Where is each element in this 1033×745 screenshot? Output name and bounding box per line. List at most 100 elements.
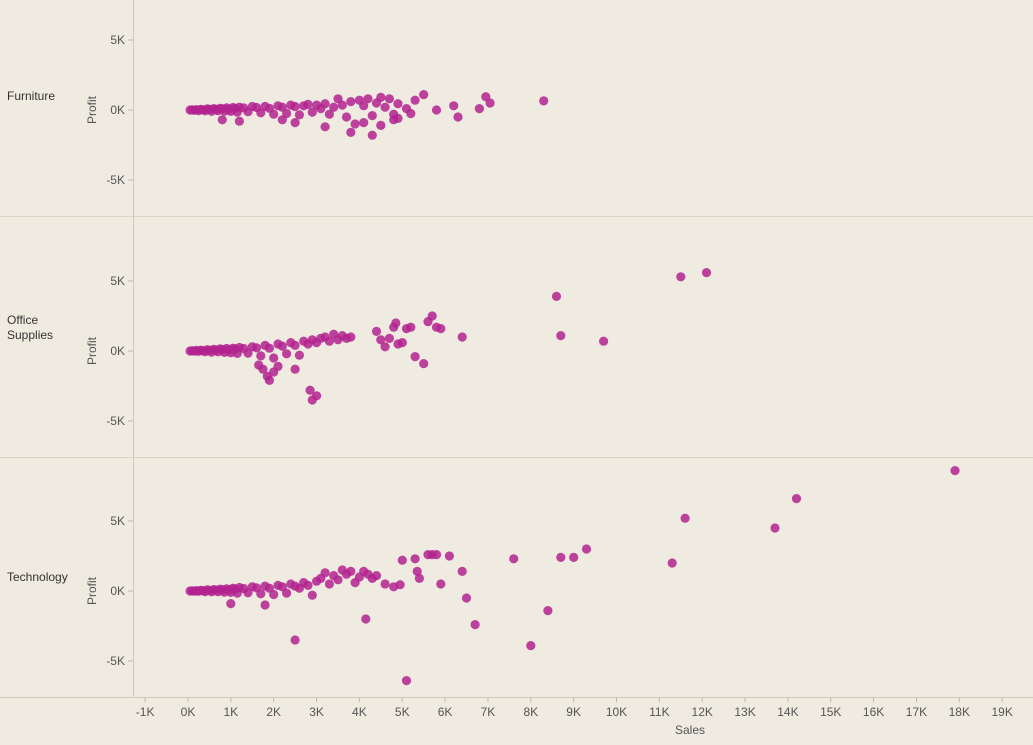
data-point — [324, 109, 334, 119]
data-point — [337, 100, 347, 110]
data-point — [384, 94, 394, 104]
data-point — [449, 101, 459, 111]
data-point — [419, 90, 429, 100]
data-point — [395, 580, 405, 590]
data-point — [277, 341, 287, 351]
data-point — [551, 291, 562, 301]
data-point — [770, 523, 780, 533]
data-point — [380, 342, 390, 352]
data-point — [581, 544, 592, 554]
y-tick-label: -5K — [106, 414, 125, 428]
x-tick-label: 5K — [395, 705, 410, 719]
data-point — [376, 120, 386, 130]
x-tick-label: 17K — [906, 705, 927, 719]
data-point — [509, 554, 519, 564]
data-point — [273, 361, 283, 371]
data-point — [350, 119, 360, 129]
data-point — [256, 589, 266, 599]
y-tick-label: -5K — [106, 173, 125, 187]
x-tick-label: 19K — [991, 705, 1012, 719]
y-tick-label: 5K — [110, 514, 125, 528]
data-point — [234, 116, 244, 126]
y-tick-label: 0K — [110, 103, 125, 117]
data-point — [950, 466, 960, 476]
data-point — [269, 353, 279, 363]
data-point — [470, 620, 480, 630]
data-point — [393, 113, 403, 123]
data-point — [282, 349, 292, 359]
data-point — [269, 109, 279, 119]
data-point — [391, 318, 401, 328]
data-point — [556, 552, 566, 563]
x-axis-title: Sales — [675, 723, 705, 737]
data-point — [290, 635, 300, 645]
data-point — [346, 332, 356, 342]
x-tick-label: 18K — [949, 705, 970, 719]
series-points — [185, 268, 712, 405]
data-point — [333, 575, 343, 585]
x-tick-label: 7K — [481, 705, 496, 719]
data-point — [290, 340, 300, 350]
data-point — [453, 112, 463, 122]
y-axis-title: Profit — [85, 95, 99, 124]
x-tick-label: 8K — [523, 705, 538, 719]
y-tick-label: 5K — [110, 274, 125, 288]
data-point — [371, 571, 382, 581]
data-point — [410, 554, 420, 564]
data-point — [569, 552, 579, 563]
data-point — [290, 101, 300, 112]
series-points — [185, 90, 549, 140]
x-tick-label: 1K — [224, 705, 239, 719]
y-axis-title: Profit — [85, 576, 99, 605]
row-label: Office Supplies — [7, 313, 54, 342]
x-tick-label: 16K — [863, 705, 884, 719]
x-tick-label: 10K — [606, 705, 627, 719]
data-point — [361, 614, 371, 624]
data-point — [367, 130, 377, 140]
data-point — [431, 105, 442, 115]
data-point — [485, 98, 495, 108]
data-point — [667, 558, 677, 568]
data-point — [457, 332, 467, 342]
row-label: Furniture — [7, 89, 56, 103]
data-point — [320, 99, 330, 109]
data-point — [359, 101, 369, 111]
data-point — [320, 122, 330, 132]
data-point — [410, 95, 420, 105]
x-tick-label: 2K — [266, 705, 281, 719]
data-point — [410, 352, 420, 362]
data-point — [305, 385, 315, 395]
x-tick-label: 4K — [352, 705, 367, 719]
data-point — [217, 115, 227, 125]
data-point — [359, 118, 369, 128]
data-point — [312, 391, 322, 401]
data-point — [252, 343, 262, 353]
data-point — [680, 513, 690, 523]
data-point — [264, 343, 274, 353]
data-point — [346, 127, 356, 137]
data-point — [303, 99, 313, 109]
x-tick-label: 6K — [438, 705, 453, 719]
x-tick-label: 12K — [692, 705, 713, 719]
series-points — [185, 466, 960, 686]
data-point — [324, 336, 334, 346]
data-point — [307, 590, 317, 600]
data-point — [282, 588, 292, 598]
data-point — [791, 494, 802, 504]
data-point — [384, 333, 394, 343]
x-tick-label: 14K — [777, 705, 798, 719]
data-point — [376, 92, 386, 102]
data-point — [371, 326, 382, 336]
data-point — [414, 573, 424, 584]
data-point — [393, 99, 403, 109]
y-tick-label: -5K — [106, 654, 125, 668]
x-tick-label: 13K — [734, 705, 755, 719]
row-label: Technology — [7, 570, 68, 584]
data-point — [412, 566, 422, 577]
data-point — [329, 102, 339, 112]
data-point — [264, 375, 274, 385]
data-point — [457, 566, 467, 577]
data-point — [543, 606, 553, 616]
data-point — [320, 568, 330, 578]
